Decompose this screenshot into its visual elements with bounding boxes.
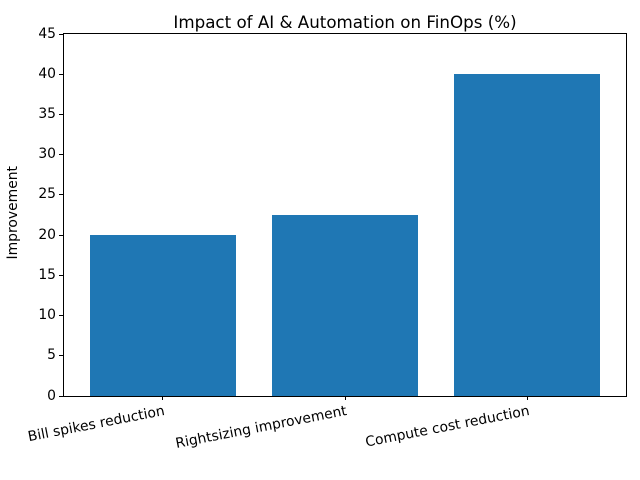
y-tick <box>59 113 63 115</box>
x-tick-label: Compute cost reduction <box>363 403 531 451</box>
bar <box>89 235 236 396</box>
y-axis-label: Improvement <box>5 166 21 260</box>
y-tick-label: 0 <box>47 387 56 404</box>
y-tick-label: 10 <box>38 307 56 324</box>
x-tick <box>526 396 528 400</box>
y-tick-label: 35 <box>38 105 56 122</box>
y-tick <box>59 395 63 397</box>
x-tick <box>162 396 164 400</box>
y-tick <box>59 315 63 317</box>
y-tick-label: 15 <box>38 266 56 283</box>
y-tick <box>59 274 63 276</box>
x-tick-label: Bill spikes reduction <box>26 403 166 446</box>
x-tick-label: Rightsizing improvement <box>174 403 349 452</box>
y-tick <box>59 154 63 156</box>
bar <box>454 74 601 396</box>
y-tick <box>59 73 63 75</box>
y-tick-label: 25 <box>38 186 56 203</box>
plot-area: Bill spikes reduction Rightsizing improve… <box>26 26 627 452</box>
x-tick <box>344 396 346 400</box>
y-tick <box>59 33 63 35</box>
y-tick-label: 45 <box>38 25 56 42</box>
y-tick <box>59 355 63 357</box>
y-tick-label: 20 <box>38 226 56 243</box>
y-tick-label: 40 <box>38 65 56 82</box>
bar <box>272 215 418 396</box>
y-tick <box>59 234 63 236</box>
y-tick <box>59 194 63 196</box>
y-tick-label: 5 <box>47 347 56 364</box>
chart-title: Impact of AI & Automation on FinOps (%) <box>173 12 517 32</box>
y-tick-label: 30 <box>38 146 56 163</box>
